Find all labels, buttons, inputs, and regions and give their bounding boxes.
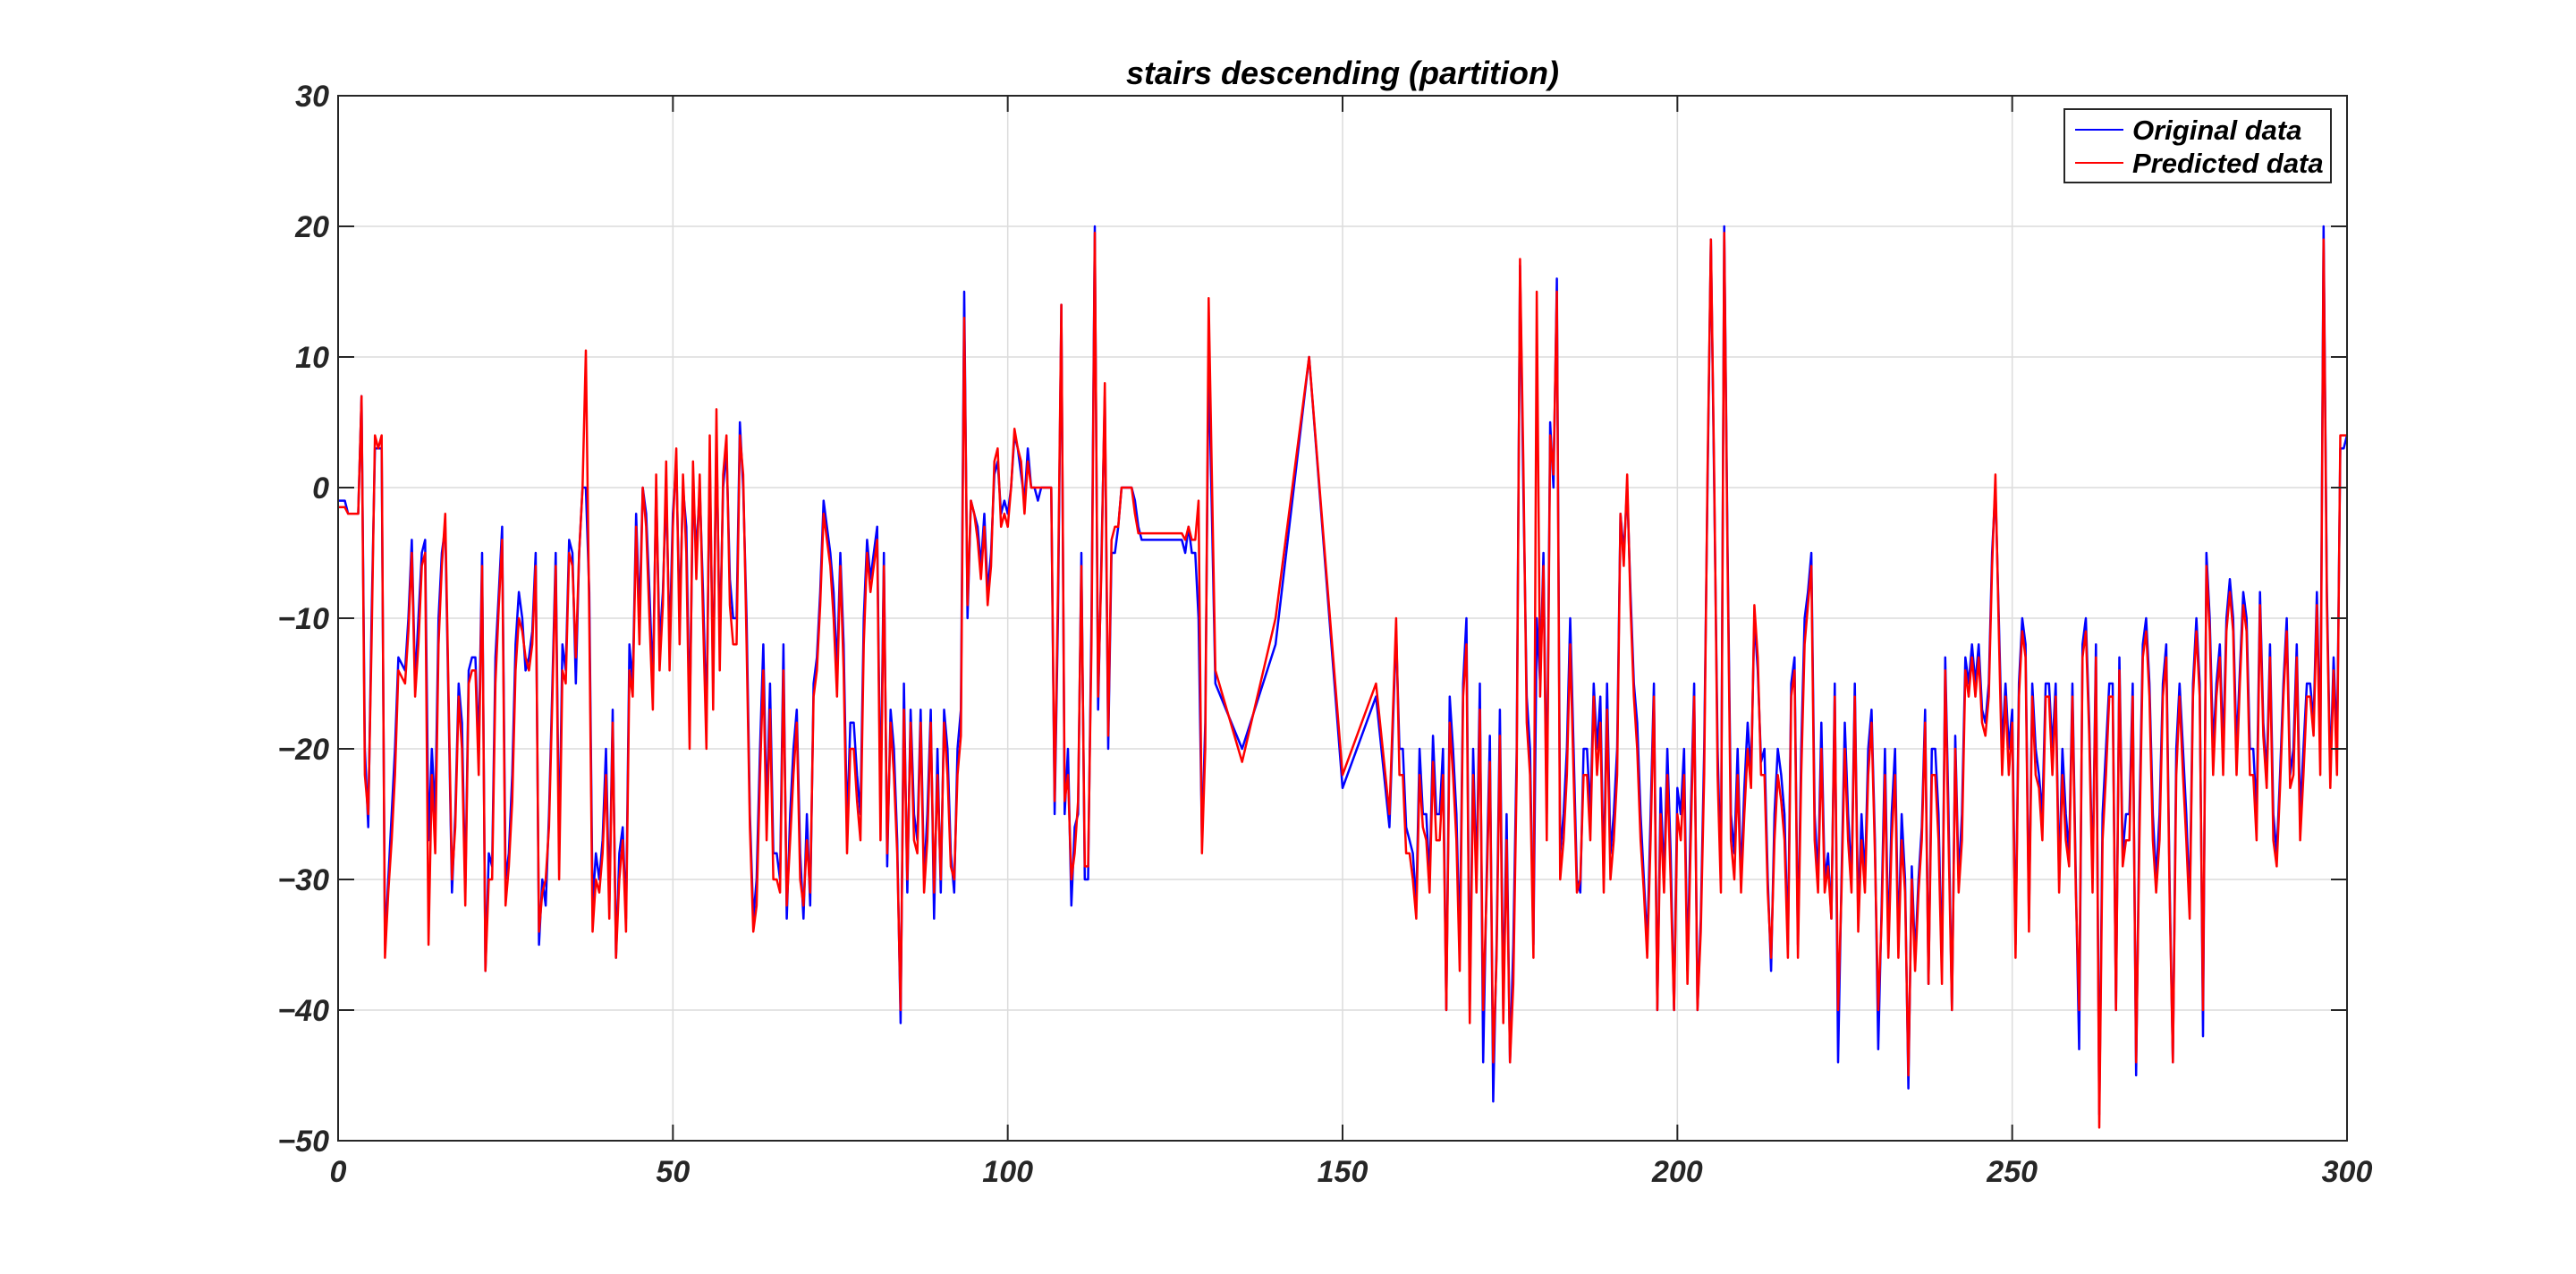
legend-label-predicted: Predicted data: [2132, 148, 2324, 179]
x-tick-label: 100: [982, 1155, 1033, 1189]
y-tick-label: −10: [277, 602, 329, 636]
series-line-predicted: [338, 232, 2347, 1129]
y-tick-label: −30: [277, 863, 329, 897]
x-tick-label: 0: [330, 1155, 347, 1189]
y-axis-tick-labels: 30 20 10 0 −10 −20 −30 −40 −50: [277, 80, 329, 1159]
x-tick-label: 250: [1986, 1155, 2038, 1189]
axis-ticks: [337, 95, 2348, 1142]
y-tick-label: −20: [277, 733, 329, 767]
series-lines: [338, 225, 2349, 1129]
legend-box: [2063, 108, 2332, 183]
x-tick-label: 150: [1318, 1155, 1368, 1189]
y-tick-label: −40: [277, 994, 329, 1028]
y-tick-label: 20: [294, 210, 329, 244]
legend-label-original: Original data: [2132, 115, 2301, 146]
chart-title: stairs descending (partition): [1126, 55, 1559, 91]
y-tick-label: 30: [295, 80, 329, 114]
legend: Original data Predicted data: [2063, 108, 2332, 183]
y-tick-label: 10: [295, 341, 329, 375]
x-tick-label: 300: [2322, 1155, 2373, 1189]
y-tick-label: −50: [277, 1125, 329, 1159]
y-tick-label: 0: [312, 471, 329, 505]
x-tick-label: 50: [656, 1155, 690, 1189]
x-tick-label: 200: [1651, 1155, 1703, 1189]
x-axis-tick-labels: 0 50 100 150 200 250 300: [330, 1155, 2373, 1189]
